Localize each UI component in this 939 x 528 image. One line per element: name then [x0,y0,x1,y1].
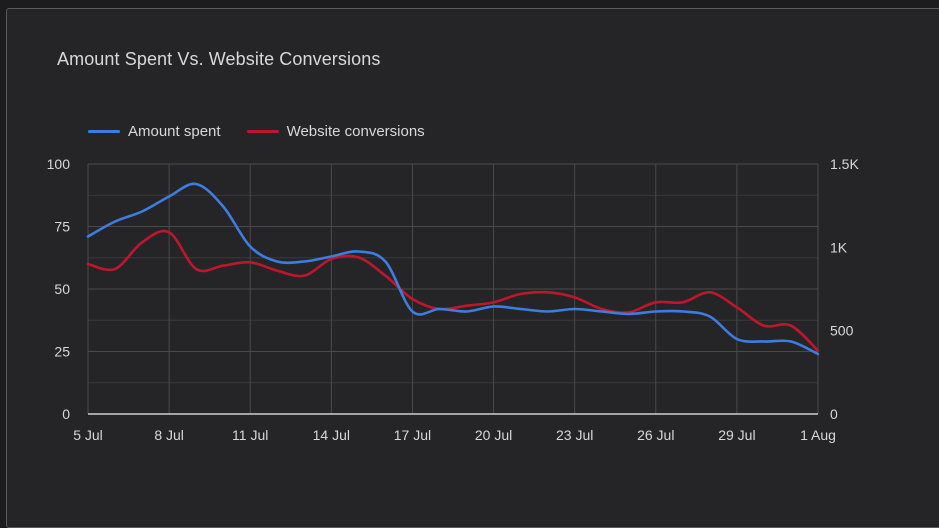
chart-series [86,182,821,357]
y-left-tick-label: 100 [47,156,71,172]
x-tick-label: 8 Jul [154,427,184,443]
y-right-tick-label: 0 [830,406,838,422]
y-right-tick-label: 1K [830,239,848,255]
x-tick-label: 1 Aug [800,427,836,443]
line-chart: 0 25 50 75 100 0 500 1K 1.5K 5 Jul 8 Jul 11 Jul 14 J… [0,0,939,512]
x-tick-label: 26 Jul [637,427,674,443]
series-website-conversions [86,230,821,353]
x-tick-label: 29 Jul [718,427,755,443]
y-left-tick-label: 75 [54,219,70,235]
chart-grid [88,164,818,414]
x-tick-label: 23 Jul [556,427,593,443]
x-tick-label: 11 Jul [232,427,268,443]
y-right-tick-label: 1.5K [830,156,859,172]
x-tick-label: 5 Jul [73,427,103,443]
x-tick-label: 17 Jul [394,427,431,443]
y-left-tick-label: 50 [54,281,70,297]
y-left-tick-label: 25 [54,344,70,360]
y-left-tick-label: 0 [62,406,70,422]
chart-axes: 0 25 50 75 100 0 500 1K 1.5K 5 Jul 8 Jul 11 Jul 14 J… [47,156,860,443]
y-right-tick-label: 500 [830,323,854,339]
x-tick-label: 20 Jul [475,427,512,443]
x-tick-label: 14 Jul [313,427,350,443]
